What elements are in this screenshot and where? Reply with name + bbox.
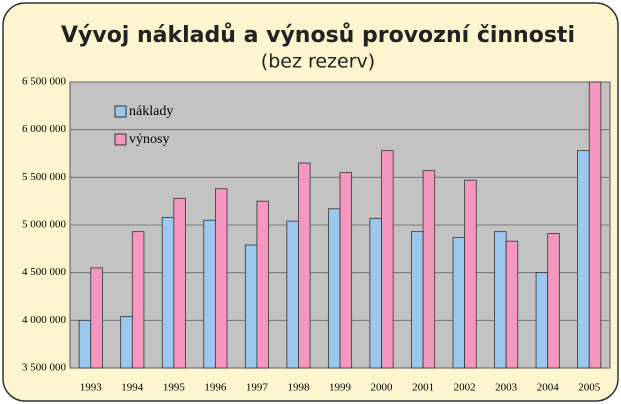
x-tick-label: 2000	[371, 382, 394, 394]
bar	[588, 81, 602, 369]
x-tick-label: 1993	[80, 382, 103, 394]
legend-label: náklady	[129, 104, 173, 119]
bar	[369, 217, 382, 369]
y-tick-label: 5 500 000	[22, 171, 67, 183]
chart-title: Vývoj nákladů a výnosů provozní činnosti	[61, 23, 575, 48]
bar	[244, 244, 258, 369]
x-tick-label: 1998	[287, 382, 310, 394]
chart-subtitle: (bez rezerv)	[261, 51, 375, 73]
x-tick-label: 1994	[121, 382, 144, 394]
legend-swatch	[114, 105, 127, 118]
bar	[339, 172, 353, 369]
x-tick-label: 2005	[578, 382, 601, 394]
y-tick-label: 3 500 000	[22, 362, 67, 374]
x-tick-label: 1995	[163, 382, 186, 394]
bar	[381, 150, 394, 369]
bar	[464, 179, 477, 369]
y-tick-label: 4 500 000	[22, 266, 67, 278]
bar	[256, 200, 269, 369]
legend-swatch	[114, 133, 127, 146]
bar	[298, 162, 311, 369]
bar	[173, 197, 186, 369]
x-tick-label: 2002	[454, 382, 476, 394]
y-tick-label: 6 500 000	[22, 76, 67, 88]
bar	[120, 316, 133, 369]
x-tick-label: 2001	[412, 382, 434, 394]
bar	[535, 272, 549, 369]
bar	[78, 319, 92, 369]
bar	[286, 220, 299, 369]
bar	[161, 216, 175, 369]
bar	[131, 231, 145, 369]
bar	[494, 231, 507, 369]
bar	[327, 208, 341, 369]
x-tick-label: 1996	[204, 382, 227, 394]
x-tick-label: 2004	[537, 382, 560, 394]
bar	[214, 188, 228, 369]
x-tick-label: 1999	[329, 382, 352, 394]
y-tick-label: 6 000 000	[22, 123, 67, 135]
y-tick-label: 4 000 000	[22, 314, 67, 326]
bar	[505, 240, 519, 369]
bar	[422, 170, 436, 369]
bar	[547, 233, 560, 369]
x-tick-label: 1997	[246, 382, 269, 394]
y-tick-label: 5 000 000	[22, 219, 67, 231]
bar	[411, 231, 424, 369]
legend-label: výnosy	[129, 132, 169, 147]
x-tick-label: 2003	[495, 382, 518, 394]
bar	[577, 150, 590, 369]
bar	[90, 267, 103, 369]
bar	[452, 236, 466, 369]
bar	[203, 219, 216, 369]
